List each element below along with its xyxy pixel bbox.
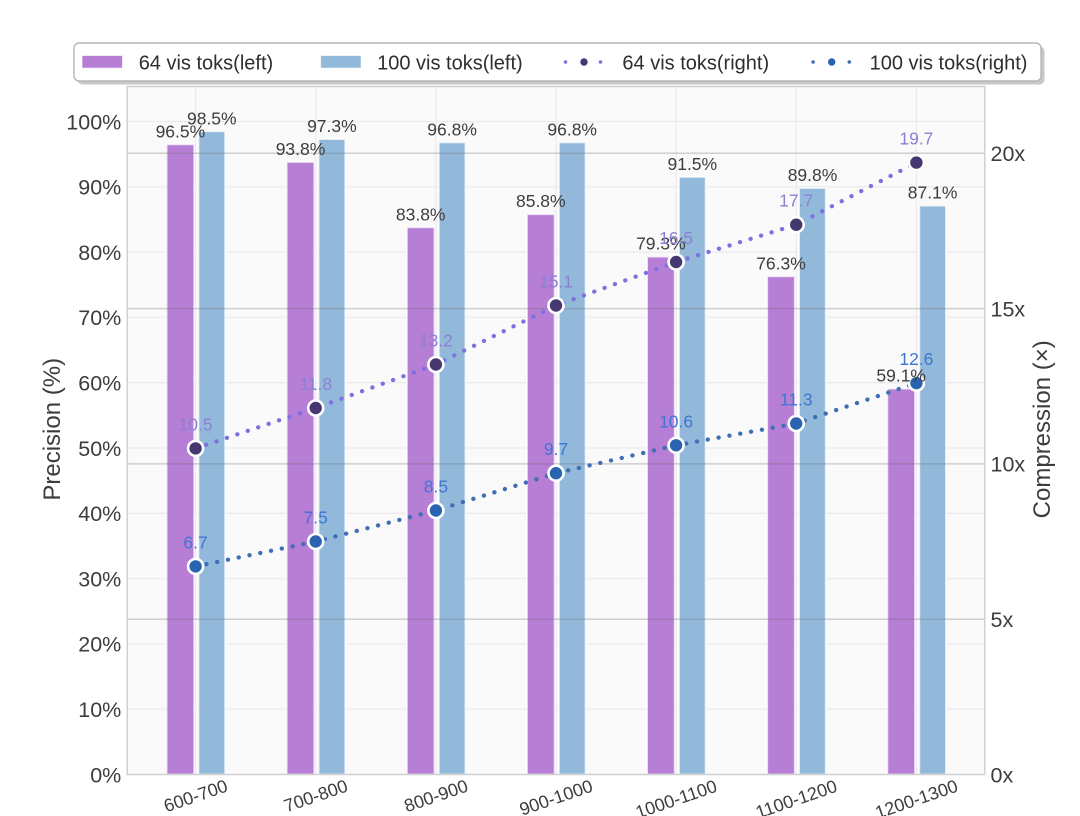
svg-text:90%: 90%: [78, 176, 121, 200]
svg-text:11.8: 11.8: [299, 374, 332, 394]
svg-text:83.8%: 83.8%: [396, 204, 446, 224]
svg-text:20%: 20%: [78, 633, 121, 657]
svg-text:70%: 70%: [78, 306, 121, 330]
svg-text:100 vis toks(right): 100 vis toks(right): [870, 52, 1028, 74]
svg-text:96.8%: 96.8%: [427, 119, 477, 139]
svg-text:96.5%: 96.5%: [156, 121, 206, 141]
svg-text:80%: 80%: [78, 241, 121, 265]
svg-text:50%: 50%: [78, 437, 121, 461]
svg-text:Compression (×): Compression (×): [1029, 340, 1056, 518]
svg-text:7.5: 7.5: [304, 508, 328, 528]
svg-text:10.6: 10.6: [659, 411, 693, 431]
svg-text:15.1: 15.1: [539, 272, 573, 292]
svg-text:19.7: 19.7: [899, 129, 933, 149]
svg-text:6.7: 6.7: [183, 532, 207, 552]
svg-text:20x: 20x: [991, 142, 1026, 166]
svg-text:16.5: 16.5: [659, 228, 693, 248]
svg-text:5x: 5x: [991, 608, 1014, 632]
svg-text:10x: 10x: [991, 453, 1026, 477]
svg-text:100 vis toks(left): 100 vis toks(left): [377, 52, 523, 74]
svg-text:98.5%: 98.5%: [187, 108, 237, 128]
svg-text:Precision (%): Precision (%): [39, 358, 66, 501]
svg-text:30%: 30%: [78, 567, 121, 591]
svg-text:17.7: 17.7: [779, 191, 813, 211]
svg-text:9.7: 9.7: [544, 439, 568, 459]
svg-text:15x: 15x: [991, 297, 1026, 321]
svg-text:59.1%: 59.1%: [876, 366, 926, 386]
svg-text:0%: 0%: [90, 763, 121, 787]
svg-text:89.8%: 89.8%: [788, 165, 838, 185]
svg-text:60%: 60%: [78, 372, 121, 396]
svg-text:10%: 10%: [78, 698, 121, 722]
svg-text:13.2: 13.2: [419, 331, 453, 351]
svg-text:11.3: 11.3: [780, 390, 813, 410]
svg-text:96.8%: 96.8%: [547, 119, 597, 139]
svg-text:79.3%: 79.3%: [636, 234, 686, 254]
svg-text:8.5: 8.5: [424, 477, 448, 497]
svg-text:64 vis toks(right): 64 vis toks(right): [622, 52, 769, 74]
svg-text:87.1%: 87.1%: [908, 183, 958, 203]
svg-text:93.8%: 93.8%: [276, 139, 326, 159]
svg-text:12.6: 12.6: [899, 349, 933, 369]
svg-text:10.5: 10.5: [179, 414, 213, 434]
svg-text:0x: 0x: [991, 763, 1014, 787]
svg-text:85.8%: 85.8%: [516, 191, 566, 211]
svg-text:64 vis toks(left): 64 vis toks(left): [139, 52, 273, 74]
svg-text:91.5%: 91.5%: [667, 154, 717, 174]
svg-text:76.3%: 76.3%: [756, 253, 806, 273]
svg-text:100%: 100%: [66, 110, 121, 134]
svg-text:40%: 40%: [78, 502, 121, 526]
svg-text:97.3%: 97.3%: [307, 116, 357, 136]
